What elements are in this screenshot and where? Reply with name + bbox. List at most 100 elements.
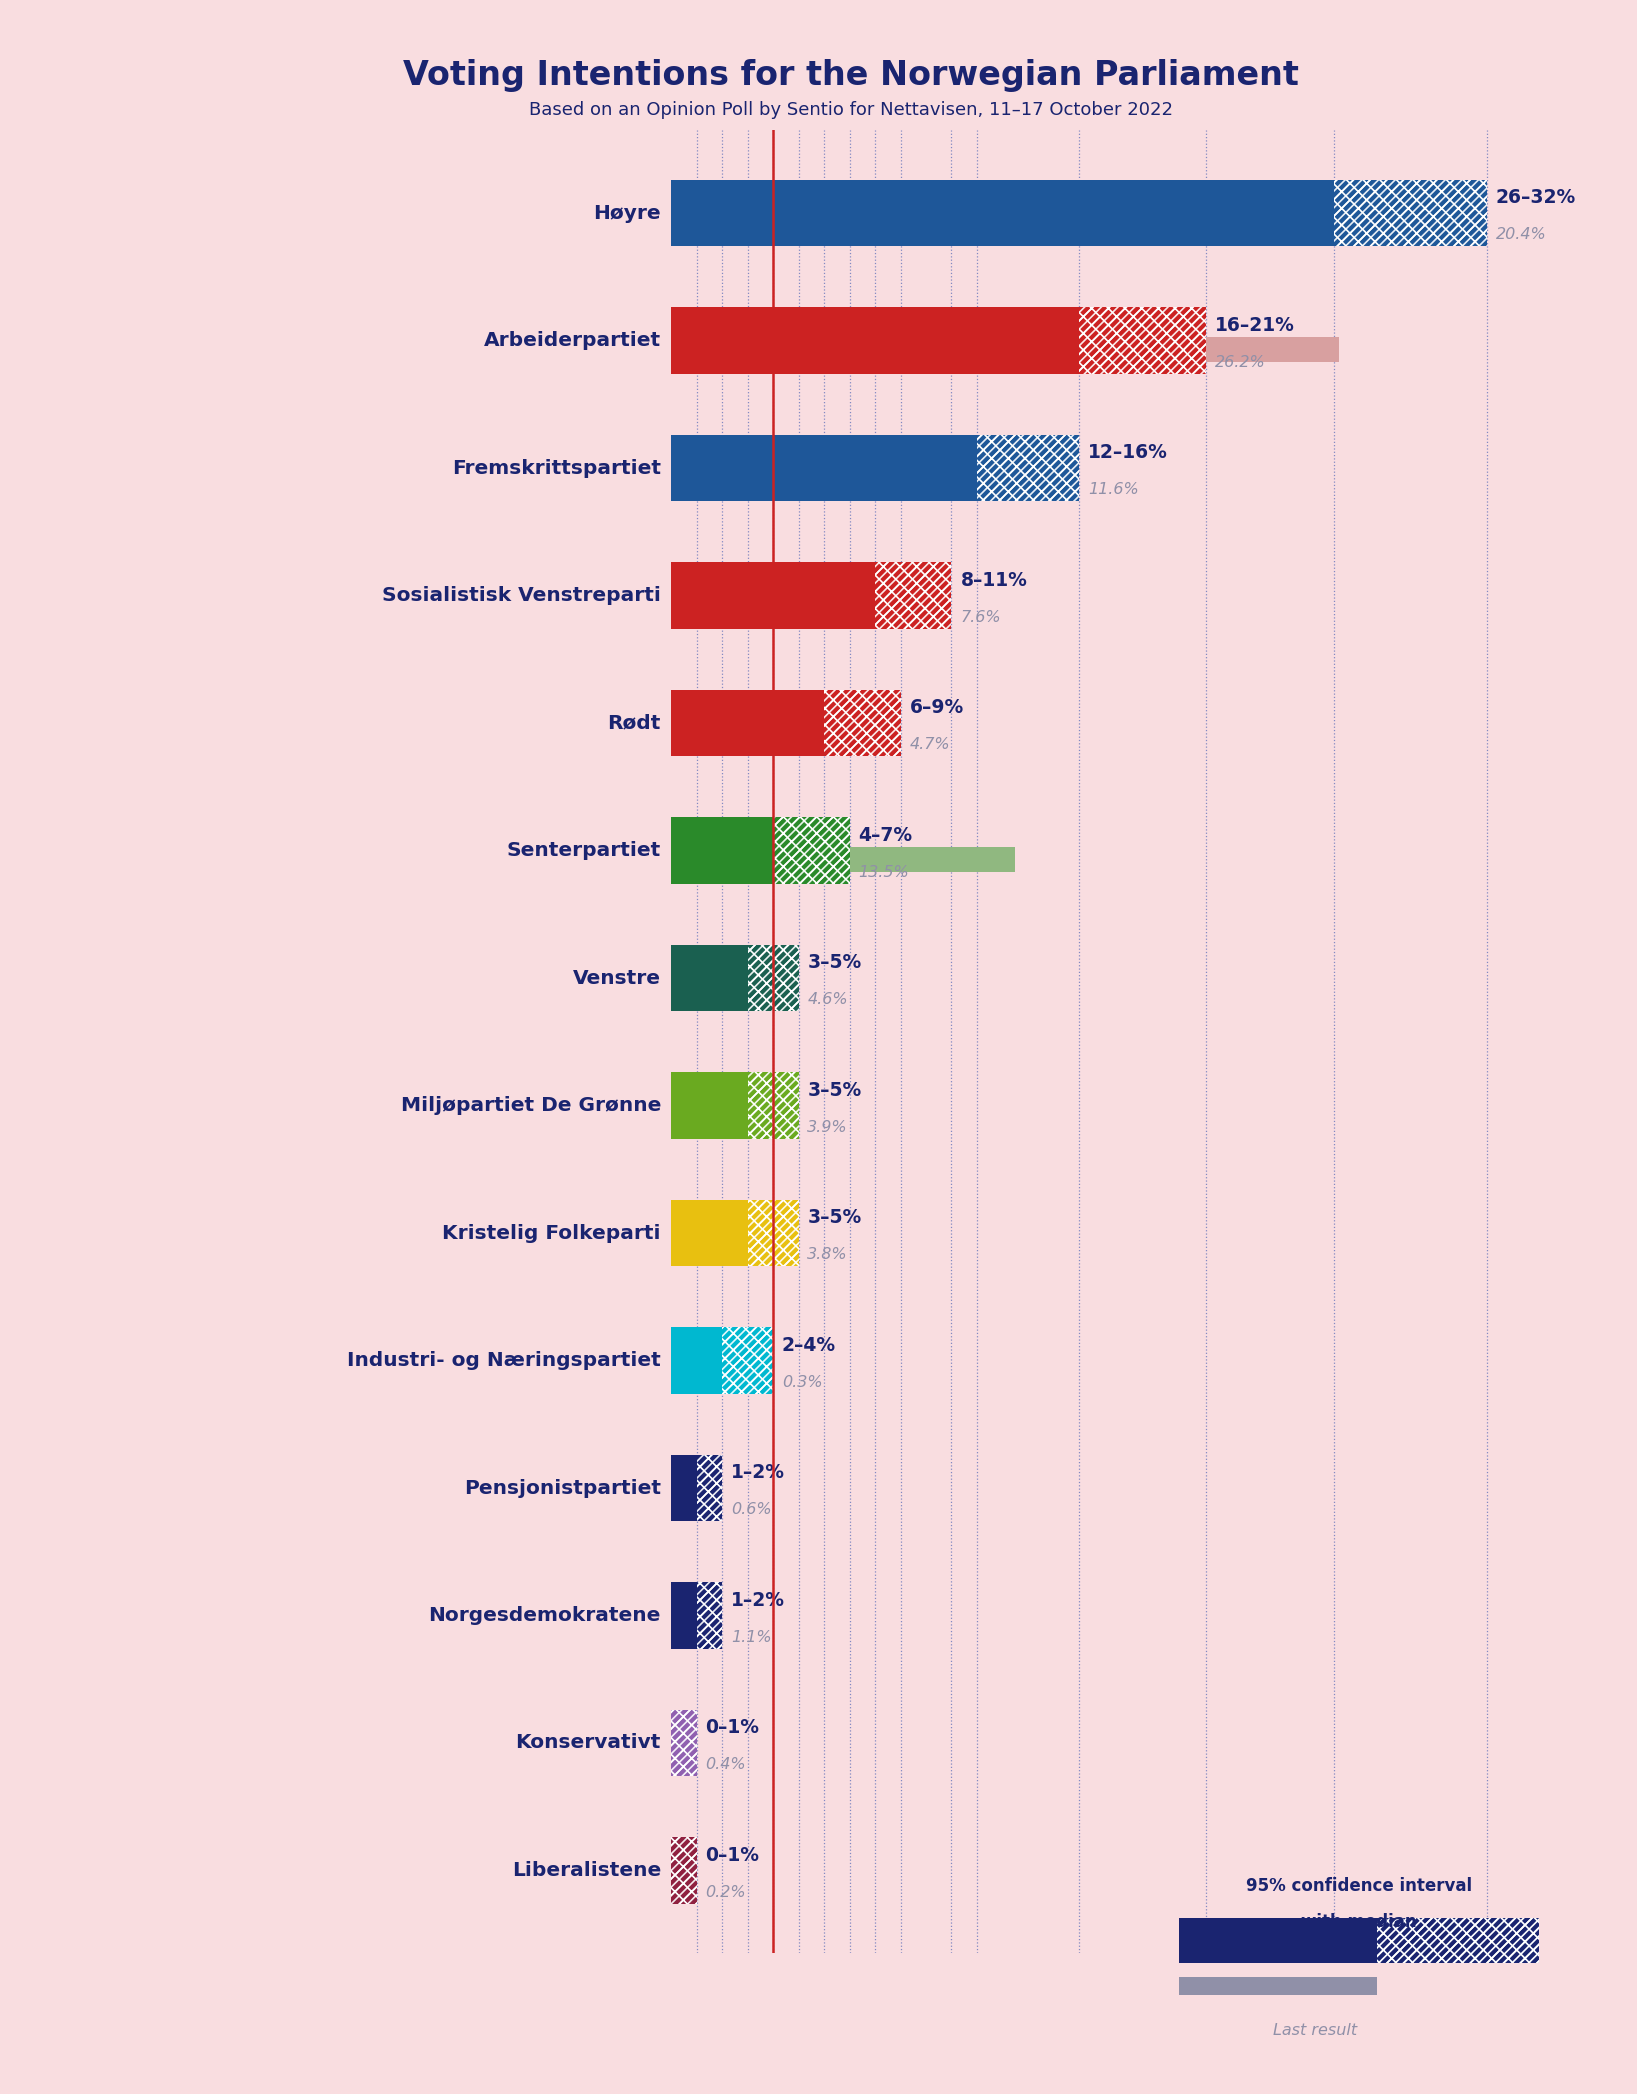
Bar [773,817,850,884]
Text: 3.9%: 3.9% [807,1120,848,1135]
Bar [671,1836,697,1903]
Text: Voting Intentions for the Norwegian Parliament: Voting Intentions for the Norwegian Parl… [403,59,1300,92]
Bar [671,1711,697,1776]
Bar [823,689,900,756]
Text: 13.5%: 13.5% [858,865,909,879]
Text: Industri- og Næringspartiet: Industri- og Næringspartiet [347,1351,661,1369]
Bar [977,436,1079,500]
Bar [773,817,850,884]
Text: 8–11%: 8–11% [961,572,1028,591]
Bar [748,1072,799,1139]
Text: 95% confidence interval: 95% confidence interval [1246,1876,1472,1895]
Text: 20.4%: 20.4% [1496,228,1547,243]
Text: Sosialistisk Venstreparti: Sosialistisk Venstreparti [381,586,661,605]
Text: 0.4%: 0.4% [706,1757,746,1772]
Text: 3–5%: 3–5% [807,953,861,972]
Bar [671,593,864,618]
Text: Norgesdemokratene: Norgesdemokratene [429,1606,661,1625]
Bar [1079,308,1206,373]
Bar [1079,308,1206,373]
Text: 3–5%: 3–5% [807,1081,861,1099]
Bar [1079,308,1206,373]
Bar [722,1328,773,1395]
Text: 7.6%: 7.6% [961,609,1002,624]
Bar [671,1711,697,1776]
Bar [671,209,1192,235]
Bar [671,817,773,884]
Text: 26.2%: 26.2% [1215,354,1265,371]
Bar [671,436,977,500]
Bar [748,1200,799,1267]
Bar [1179,1918,1377,1964]
Bar [671,1357,679,1382]
Text: Based on an Opinion Poll by Sentio for Nettavisen, 11–17 October 2022: Based on an Opinion Poll by Sentio for N… [529,101,1174,119]
Bar [748,944,799,1011]
Text: 3.8%: 3.8% [807,1248,848,1263]
Bar [671,974,789,999]
Text: 0–1%: 0–1% [706,1845,760,1864]
Bar [823,689,900,756]
Bar [671,1612,699,1638]
Bar [671,689,823,756]
Text: 0.2%: 0.2% [706,1885,746,1899]
Bar [1334,180,1486,247]
Text: 0.3%: 0.3% [782,1374,823,1390]
Bar [697,1583,722,1648]
Bar [697,1455,722,1520]
Bar [1377,1918,1539,1964]
Text: Miljøpartiet De Grønne: Miljøpartiet De Grønne [401,1095,661,1114]
Bar [671,1711,697,1776]
Bar [748,944,799,1011]
Bar [722,1328,773,1395]
Bar [671,465,967,490]
Bar [671,1836,697,1903]
Bar [773,817,850,884]
Bar [697,1455,722,1520]
Bar [671,1229,768,1254]
Text: 1–2%: 1–2% [732,1591,786,1610]
Text: 4.6%: 4.6% [807,993,848,1007]
Bar [671,944,748,1011]
Text: 4–7%: 4–7% [858,825,912,844]
Bar [876,563,951,628]
Text: 0–1%: 0–1% [706,1719,760,1738]
Bar [671,1583,697,1648]
Text: 2–4%: 2–4% [782,1336,837,1355]
Bar [1334,180,1486,247]
Bar [671,1455,697,1520]
Text: Senterpartiet: Senterpartiet [506,842,661,861]
Bar [671,1485,686,1510]
Text: Konservativt: Konservativt [516,1734,661,1753]
Text: 12–16%: 12–16% [1089,444,1167,463]
Bar [671,337,1339,362]
Bar [748,1200,799,1267]
Text: 26–32%: 26–32% [1496,188,1576,207]
Bar [722,1328,773,1395]
Bar [697,1455,722,1520]
Text: 0.6%: 0.6% [732,1501,771,1518]
Bar [748,1072,799,1139]
Text: 4.7%: 4.7% [910,737,949,752]
Text: with median: with median [1301,1912,1416,1931]
Text: Venstre: Venstre [573,970,661,988]
Bar [977,436,1079,500]
Text: Arbeiderpartiet: Arbeiderpartiet [485,331,661,350]
Bar [671,180,1334,247]
Bar [671,1328,722,1395]
Text: 16–21%: 16–21% [1215,316,1295,335]
Bar [823,689,900,756]
Text: Fremskrittspartiet: Fremskrittspartiet [452,459,661,477]
Bar [876,563,951,628]
Bar [876,563,951,628]
Bar [697,1583,722,1648]
Bar [671,1101,771,1127]
Bar [671,563,876,628]
Bar [748,1200,799,1267]
Text: Pensjonistpartiet: Pensjonistpartiet [463,1478,661,1497]
Text: 11.6%: 11.6% [1089,482,1139,496]
Bar [671,720,791,745]
Bar [671,308,1079,373]
Bar [671,1200,748,1267]
Bar [697,1583,722,1648]
Bar [671,1072,748,1139]
